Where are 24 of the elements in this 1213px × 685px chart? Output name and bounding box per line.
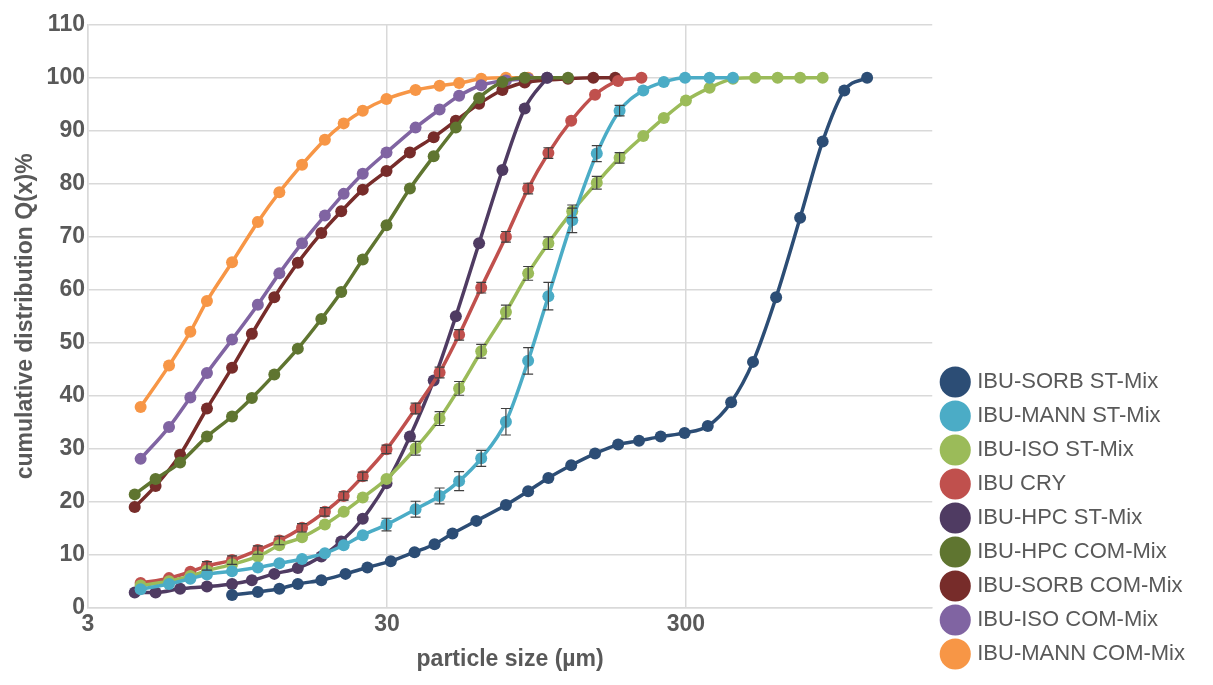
legend-label: IBU-SORB ST-Mix xyxy=(977,368,1159,394)
legend-label: IBU-MANN ST-Mix xyxy=(977,402,1161,428)
legend-label: IBU-HPC ST-Mix xyxy=(977,504,1143,530)
y-tick-label: 70 xyxy=(59,222,85,249)
legend-label: IBU CRY xyxy=(977,470,1067,496)
legend-label: IBU-ISO COM-Mix xyxy=(977,606,1159,632)
y-tick-label: 60 xyxy=(59,275,85,302)
y-tick-label: 40 xyxy=(59,381,85,408)
legend-label: IBU-ISO ST-Mix xyxy=(977,436,1134,462)
y-tick-label: 100 xyxy=(46,63,85,90)
x-tick-label: 30 xyxy=(374,609,400,636)
y-tick-label: 30 xyxy=(59,434,85,461)
legend-label: IBU-MANN COM-Mix xyxy=(977,640,1186,666)
legend-label: IBU-SORB COM-Mix xyxy=(977,572,1183,598)
legend-label: IBU-HPC COM-Mix xyxy=(977,538,1167,564)
y-tick-label: 10 xyxy=(59,540,85,567)
x-tick-label: 300 xyxy=(666,609,706,636)
y-tick-label: 80 xyxy=(59,169,85,196)
y-tick-label: 110 xyxy=(47,10,85,37)
x-axis-title: particle size (µm) xyxy=(416,644,604,671)
y-axis-title: cumulative distribution Q(x)% xyxy=(11,153,38,480)
y-tick-label: 50 xyxy=(59,328,85,355)
y-tick-label: 20 xyxy=(59,487,85,514)
y-tick-label: 90 xyxy=(59,116,85,143)
